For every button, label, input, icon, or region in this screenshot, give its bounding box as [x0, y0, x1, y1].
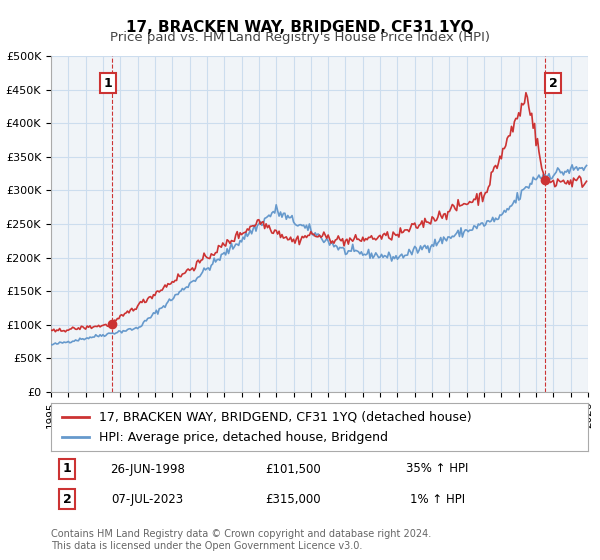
Text: 26-JUN-1998: 26-JUN-1998 [110, 463, 185, 475]
Text: HPI: Average price, detached house, Bridgend: HPI: Average price, detached house, Brid… [100, 431, 388, 444]
Text: Contains HM Land Registry data © Crown copyright and database right 2024.
This d: Contains HM Land Registry data © Crown c… [51, 529, 431, 551]
Text: £315,000: £315,000 [265, 493, 320, 506]
Text: 1: 1 [63, 463, 71, 475]
Text: 07-JUL-2023: 07-JUL-2023 [112, 493, 184, 506]
Text: Price paid vs. HM Land Registry's House Price Index (HPI): Price paid vs. HM Land Registry's House … [110, 31, 490, 44]
Text: 2: 2 [63, 493, 71, 506]
Text: £101,500: £101,500 [265, 463, 320, 475]
Text: 35% ↑ HPI: 35% ↑ HPI [406, 463, 469, 475]
Text: 17, BRACKEN WAY, BRIDGEND, CF31 1YQ: 17, BRACKEN WAY, BRIDGEND, CF31 1YQ [126, 20, 474, 35]
Text: 17, BRACKEN WAY, BRIDGEND, CF31 1YQ (detached house): 17, BRACKEN WAY, BRIDGEND, CF31 1YQ (det… [100, 410, 472, 423]
Text: 1% ↑ HPI: 1% ↑ HPI [410, 493, 465, 506]
Text: 2: 2 [549, 77, 558, 90]
Text: 1: 1 [104, 77, 113, 90]
